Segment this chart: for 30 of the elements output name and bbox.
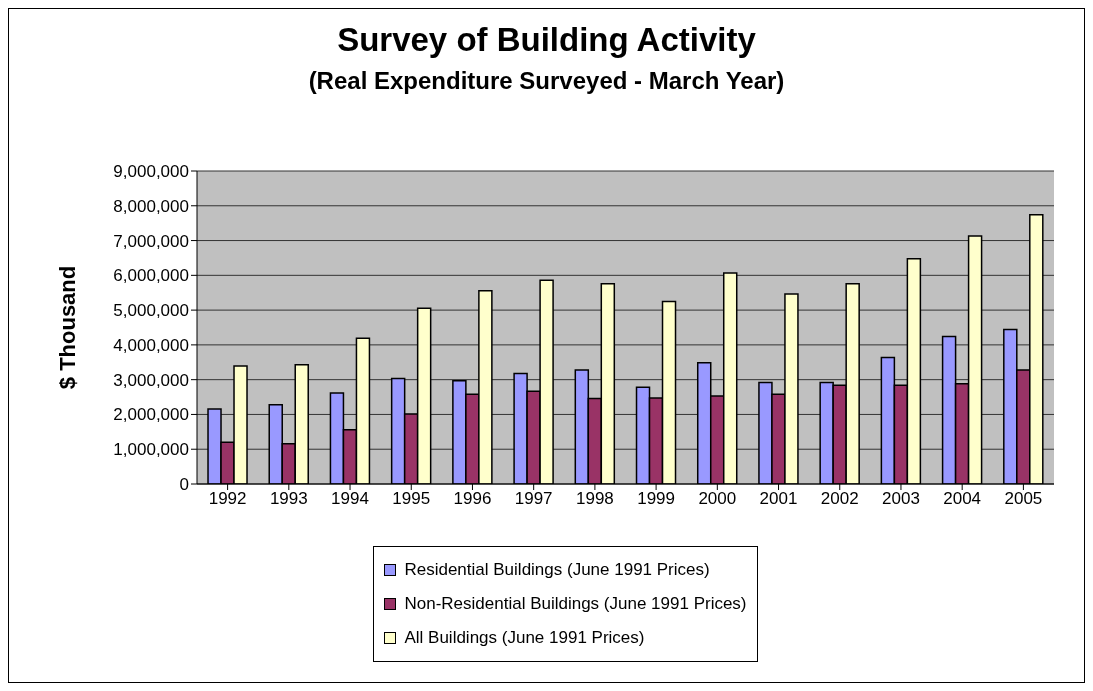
y-tick-label: 2,000,000 xyxy=(113,405,189,425)
x-tick-label: 1992 xyxy=(208,489,247,509)
y-tick-label: 1,000,000 xyxy=(113,440,189,460)
y-axis-title: $ Thousand xyxy=(54,265,80,390)
y-tick-label: 4,000,000 xyxy=(113,335,189,355)
x-tick-label: 2001 xyxy=(759,489,798,509)
legend-label: Non-Residential Buildings (June 1991 Prices) xyxy=(404,594,747,614)
y-tick-label: 8,000,000 xyxy=(113,196,189,216)
y-tick-label: 7,000,000 xyxy=(113,231,189,251)
x-tick-label: 2002 xyxy=(820,489,859,509)
x-tick-label: 1994 xyxy=(331,489,369,509)
x-tick-label: 2004 xyxy=(943,489,982,509)
x-tick-label: 1993 xyxy=(269,489,308,509)
legend-label: All Buildings (June 1991 Prices) xyxy=(404,628,645,648)
x-tick-label: 1997 xyxy=(514,489,553,509)
x-tick-label: 1995 xyxy=(392,489,431,509)
x-tick-label: 2003 xyxy=(882,489,920,509)
y-tick-label: 5,000,000 xyxy=(113,301,189,321)
y-tick-label: 0 xyxy=(179,475,189,495)
chart-subtitle: (Real Expenditure Surveyed - March Year) xyxy=(307,66,786,95)
x-tick-label: 2005 xyxy=(1004,489,1043,509)
x-tick-label: 2000 xyxy=(698,489,737,509)
legend-label: Residential Buildings (June 1991 Prices) xyxy=(404,560,710,580)
y-tick-label: 9,000,000 xyxy=(113,162,189,182)
chart-title: Survey of Building Activity xyxy=(336,20,757,59)
x-tick-label: 1996 xyxy=(453,489,492,509)
x-tick-label: 1998 xyxy=(575,489,614,509)
y-tick-label: 3,000,000 xyxy=(113,370,189,390)
x-tick-label: 1999 xyxy=(637,489,676,509)
y-tick-label: 6,000,000 xyxy=(113,266,189,286)
